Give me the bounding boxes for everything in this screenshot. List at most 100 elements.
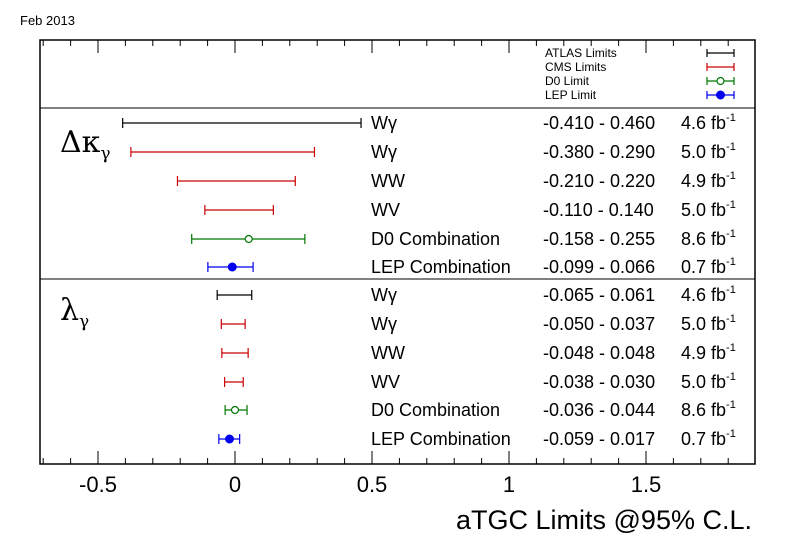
- range-label: -0.099 - 0.066: [543, 257, 655, 277]
- limit-row: WV -0.038 - 0.030 5.0 fb-1: [223, 371, 736, 392]
- lumi-exponent: -1: [726, 170, 736, 182]
- center-marker-filled: [227, 262, 237, 272]
- lumi-value: 4.6 fb: [681, 113, 726, 133]
- center-marker-open: [230, 405, 240, 415]
- limit-row: WV -0.110 - 0.140 5.0 fb-1: [204, 199, 736, 220]
- legend-item: ATLAS Limits: [545, 46, 735, 60]
- lumi-exponent: -1: [726, 342, 736, 354]
- lumi-value: 8.6 fb: [681, 400, 726, 420]
- lumi-value: 0.7 fb: [681, 257, 726, 277]
- legend-label: CMS Limits: [545, 60, 606, 74]
- range-label: -0.158 - 0.255: [543, 229, 655, 249]
- lumi-value: 0.7 fb: [681, 429, 726, 449]
- legend-item: D0 Limit: [545, 74, 735, 88]
- limit-row: Wγ -0.065 - 0.061 4.6 fb-1: [216, 284, 736, 305]
- limit-row: WW -0.210 - 0.220 4.9 fb-1: [176, 170, 736, 191]
- lumi-label: 5.0 fb-1: [681, 141, 736, 162]
- channel-label: Wγ: [371, 113, 397, 133]
- legend-item: LEP Limit: [545, 88, 735, 102]
- channel-label: Wγ: [371, 314, 397, 334]
- range-label: -0.059 - 0.017: [543, 429, 655, 449]
- channel-label: WW: [371, 171, 405, 191]
- center-marker-open: [716, 76, 725, 86]
- section-symbol-main: Δκ: [60, 125, 101, 160]
- section-symbol: Δκγ: [60, 125, 111, 164]
- channel-label: D0 Combination: [371, 229, 500, 249]
- limit-row: LEP Combination -0.099 - 0.066 0.7 fb-1: [207, 256, 736, 277]
- lumi-exponent: -1: [726, 313, 736, 325]
- lumi-label: 5.0 fb-1: [681, 371, 736, 392]
- center-marker-open: [244, 234, 253, 244]
- range-label: -0.210 - 0.220: [543, 171, 655, 191]
- lumi-exponent: -1: [726, 199, 736, 211]
- range-label: -0.048 - 0.048: [543, 343, 655, 363]
- legend-item: CMS Limits: [545, 60, 735, 74]
- limit-row: Wγ -0.050 - 0.037 5.0 fb-1: [220, 313, 736, 334]
- range-label: -0.050 - 0.037: [543, 314, 655, 334]
- range-label: -0.038 - 0.030: [543, 372, 655, 392]
- lumi-label: 4.6 fb-1: [681, 112, 736, 133]
- lumi-exponent: -1: [726, 112, 736, 124]
- channel-label: Wγ: [371, 285, 397, 305]
- date-label: Feb 2013: [20, 13, 75, 28]
- limit-row: Wγ -0.410 - 0.460 4.6 fb-1: [122, 112, 736, 133]
- section-symbol-main: λ: [60, 293, 79, 328]
- lumi-exponent: -1: [726, 256, 736, 268]
- lumi-label: 5.0 fb-1: [681, 313, 736, 334]
- plot-frame: [39, 39, 756, 465]
- lumi-exponent: -1: [726, 141, 736, 153]
- center-marker-filled: [716, 90, 725, 100]
- range-label: -0.110 - 0.140: [543, 200, 654, 220]
- x-tick-label: 0.5: [357, 472, 388, 497]
- section-symbol-sub: γ: [100, 144, 110, 164]
- channel-label: LEP Combination: [371, 429, 511, 449]
- limit-row: Wγ -0.380 - 0.290 5.0 fb-1: [130, 141, 736, 162]
- center-marker-filled: [225, 434, 235, 444]
- lumi-label: 0.7 fb-1: [681, 256, 736, 277]
- lumi-label: 4.9 fb-1: [681, 342, 736, 363]
- lumi-exponent: -1: [726, 428, 736, 440]
- limit-row: D0 Combination -0.036 - 0.044 8.6 fb-1: [224, 399, 736, 420]
- lumi-value: 4.6 fb: [681, 285, 726, 305]
- lumi-value: 8.6 fb: [681, 229, 726, 249]
- lumi-value: 4.9 fb: [681, 171, 726, 191]
- lumi-label: 4.6 fb-1: [681, 284, 736, 305]
- x-tick-label: 0: [229, 472, 241, 497]
- lumi-exponent: -1: [726, 371, 736, 383]
- legend-label: ATLAS Limits: [545, 46, 617, 60]
- lumi-label: 4.9 fb-1: [681, 170, 736, 191]
- limit-row: WW -0.048 - 0.048 4.9 fb-1: [221, 342, 736, 363]
- lumi-exponent: -1: [726, 399, 736, 411]
- lumi-label: 0.7 fb-1: [681, 428, 736, 449]
- channel-label: D0 Combination: [371, 400, 500, 420]
- x-tick-label: -0.5: [79, 472, 117, 497]
- limit-row: LEP Combination -0.059 - 0.017 0.7 fb-1: [218, 428, 736, 449]
- limit-row: D0 Combination -0.158 - 0.255 8.6 fb-1: [191, 228, 736, 249]
- lumi-exponent: -1: [726, 228, 736, 240]
- range-label: -0.410 - 0.460: [543, 113, 655, 133]
- x-tick-label: 1: [503, 472, 515, 497]
- lumi-label: 8.6 fb-1: [681, 228, 736, 249]
- channel-label: WV: [371, 200, 400, 220]
- channel-label: Wγ: [371, 142, 397, 162]
- section-symbol-sub: γ: [79, 312, 89, 332]
- lumi-exponent: -1: [726, 284, 736, 296]
- x-axis-title: aTGC Limits @95% C.L.: [456, 505, 752, 535]
- lumi-value: 4.9 fb: [681, 343, 726, 363]
- range-label: -0.380 - 0.290: [543, 142, 655, 162]
- lumi-label: 8.6 fb-1: [681, 399, 736, 420]
- x-tick-label: 1.5: [631, 472, 662, 497]
- x-axis: -0.5 0 0.5 1 1.5: [42, 40, 729, 497]
- range-label: -0.065 - 0.061: [543, 285, 655, 305]
- lumi-label: 5.0 fb-1: [681, 199, 736, 220]
- legend-label: LEP Limit: [545, 88, 597, 102]
- lumi-value: 5.0 fb: [681, 314, 726, 334]
- channel-label: LEP Combination: [371, 257, 511, 277]
- legend-label: D0 Limit: [545, 74, 590, 88]
- lumi-value: 5.0 fb: [681, 200, 726, 220]
